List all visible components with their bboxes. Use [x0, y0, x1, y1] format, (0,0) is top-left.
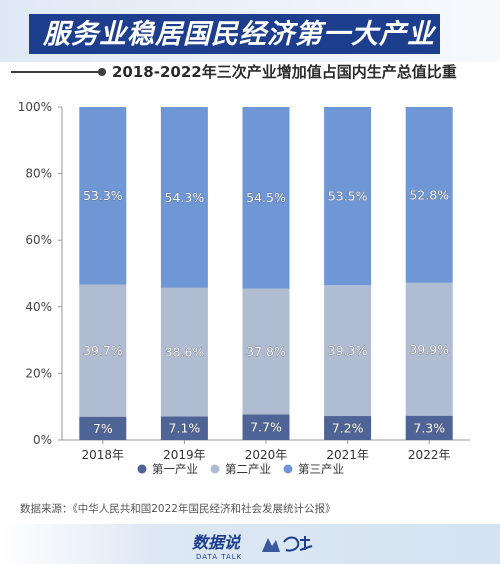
bar-data-label: 7.7% — [250, 420, 282, 435]
x-tick-label: 2018年 — [82, 448, 125, 462]
bar-segment-3 — [242, 107, 290, 289]
title-banner — [29, 14, 440, 54]
bar-segment-1 — [242, 414, 290, 440]
subtitle-bullet-icon — [98, 68, 106, 76]
legend-label: 第一产业 — [152, 462, 198, 476]
bar-segment-2 — [242, 288, 290, 415]
bar-segment-3 — [160, 107, 208, 288]
y-tick-label: 0% — [33, 433, 52, 447]
bar-data-label: 53.3% — [83, 188, 123, 203]
bar-data-label: 7.2% — [332, 421, 364, 436]
x-tick-label: 2019年 — [163, 448, 206, 462]
y-tick-label: 60% — [25, 233, 52, 247]
legend-label: 第二产业 — [225, 462, 271, 476]
bar-segment-1 — [79, 416, 127, 440]
bar-segment-2 — [324, 285, 372, 417]
bar-segment-1 — [160, 416, 208, 440]
y-tick-label: 100% — [18, 100, 52, 114]
x-tick-label: 2021年 — [326, 448, 369, 462]
stacked-bar-chart: 0% 20% 40% 60% 80% 100% 7% 39.7% 53.3% 2018年 7.1% 3… — [18, 100, 470, 476]
legend-marker — [210, 464, 220, 474]
bar-data-label: 54.5% — [246, 190, 286, 205]
subtitle-rule — [11, 71, 102, 73]
bar-segment-1 — [405, 415, 453, 440]
chart-title: 服务业稳居国民经济第一大产业 — [43, 19, 435, 50]
legend-label: 第三产业 — [298, 462, 344, 476]
bar-data-label: 39.3% — [328, 343, 368, 358]
data-talk-logo-subtitle: DATA TALK — [196, 553, 243, 561]
y-tick-label: 80% — [25, 167, 52, 181]
bar-data-label: 52.8% — [409, 187, 449, 202]
x-tick-label: 2022年 — [408, 448, 451, 462]
chart-subtitle: 2018-2022年三次产业增加值占国内生产总值比重 — [112, 63, 457, 81]
bar-segment-1 — [324, 416, 372, 440]
x-tick-label: 2020年 — [245, 448, 288, 462]
legend-marker — [283, 464, 293, 474]
y-tick-label: 20% — [25, 366, 52, 380]
data-source-note: 数据来源：《中华人民共和国2022年国民经济和社会发展统计公报》 — [20, 503, 336, 515]
bar-segment-2 — [79, 284, 127, 417]
legend-marker — [137, 464, 147, 474]
bar-data-label: 39.7% — [83, 343, 123, 358]
bar-segment-3 — [405, 107, 453, 283]
bar-data-label: 7.1% — [169, 421, 201, 436]
bar-data-label: 37.8% — [246, 344, 286, 359]
publisher-seal-icon — [262, 536, 313, 552]
data-talk-logo: 数据说 — [192, 533, 241, 552]
bar-data-label: 7.3% — [413, 420, 445, 435]
bar-data-label: 39.9% — [409, 342, 449, 357]
bar-segment-2 — [405, 282, 453, 416]
bar-data-label: 53.5% — [328, 189, 368, 204]
y-tick-label: 40% — [25, 300, 52, 314]
footer-band — [0, 524, 500, 564]
bar-segment-2 — [160, 287, 208, 417]
bar-segment-3 — [324, 107, 372, 286]
bar-data-label: 38.6% — [165, 345, 205, 360]
bar-data-label: 7% — [93, 421, 113, 436]
bar-data-label: 54.3% — [165, 190, 205, 205]
bar-segment-3 — [79, 107, 127, 285]
